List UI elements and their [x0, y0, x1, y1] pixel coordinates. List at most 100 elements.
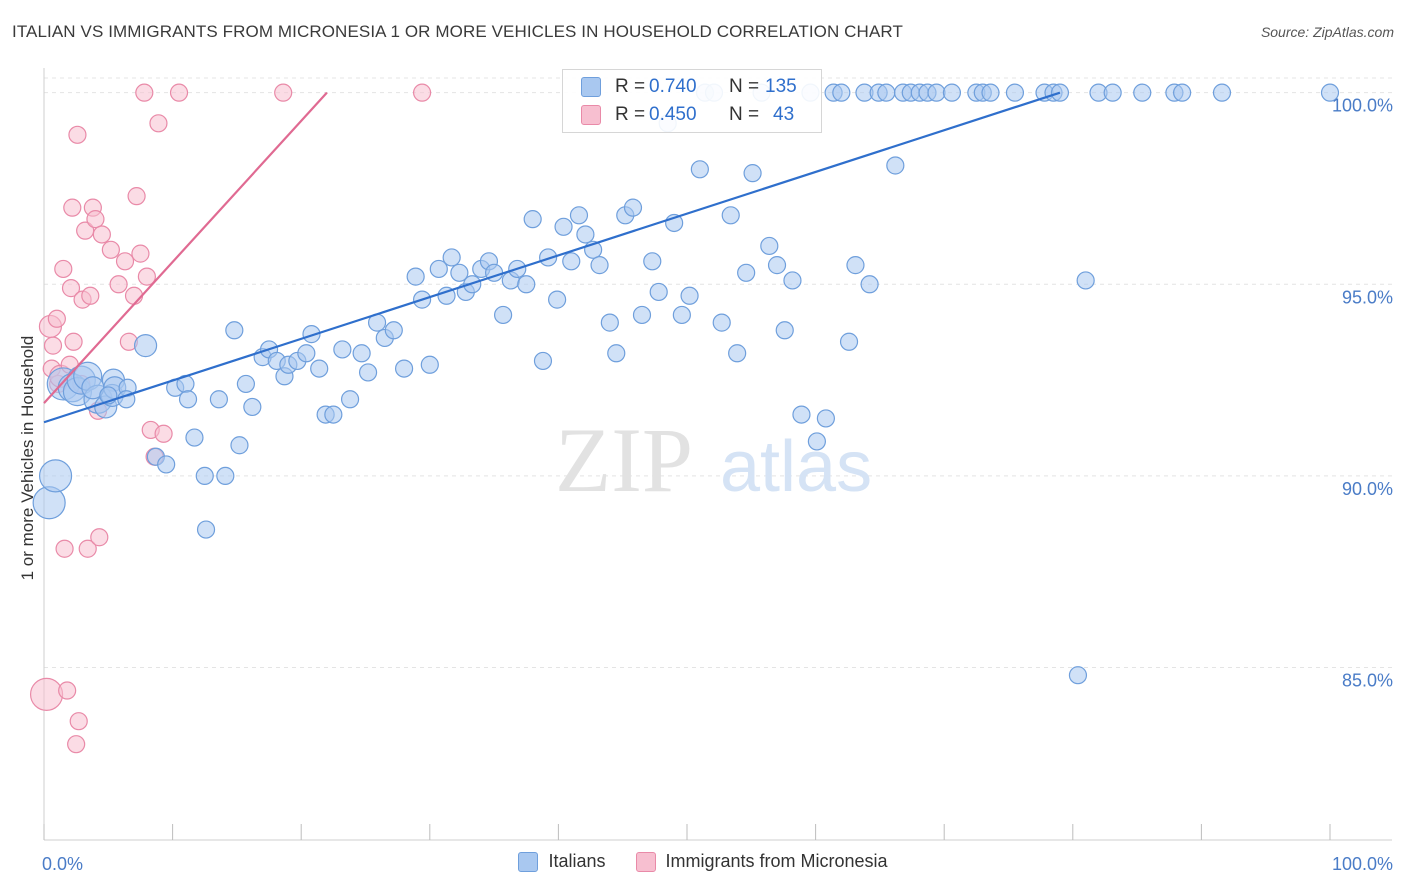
- italian-point: [523, 210, 542, 229]
- micronesia-point: [149, 114, 168, 133]
- italian-point: [384, 321, 403, 340]
- micronesia-point: [109, 275, 128, 294]
- italians-swatch: [581, 77, 601, 97]
- italian-point: [442, 248, 461, 267]
- italian-point: [554, 217, 573, 236]
- micronesia-point: [81, 286, 100, 305]
- italian-point: [533, 351, 553, 371]
- micronesia-point: [55, 539, 74, 558]
- micronesia-point: [29, 677, 64, 711]
- micronesia-points: [29, 83, 432, 754]
- italian-point: [760, 236, 779, 256]
- micronesia-r-label: R =: [615, 104, 646, 125]
- italian-point: [517, 275, 536, 294]
- italian-point: [600, 313, 619, 332]
- legend-italians-label: Italians: [548, 851, 606, 871]
- italian-point: [185, 428, 204, 447]
- italian-point: [429, 259, 448, 279]
- italian-point: [743, 164, 762, 183]
- italian-point: [576, 225, 595, 244]
- chart-title: ITALIAN VS IMMIGRANTS FROM MICRONESIA 1 …: [12, 22, 903, 41]
- italian-point: [816, 409, 835, 428]
- y-tick-label: 100.0%: [1332, 96, 1393, 116]
- micronesia-point: [131, 244, 150, 263]
- italian-point: [1005, 83, 1025, 102]
- italian-point: [839, 332, 859, 351]
- micronesia-point: [412, 83, 432, 102]
- italian-point: [1212, 83, 1232, 102]
- micronesia-point: [61, 279, 81, 298]
- italian-point: [942, 83, 962, 102]
- bottom-legend: Italians Immigrants from Micronesia: [0, 851, 1406, 872]
- micronesia-point: [54, 259, 73, 279]
- italians-n-label: N =: [729, 76, 760, 97]
- italian-point: [590, 256, 609, 275]
- italian-point: [209, 390, 228, 409]
- watermark: ZIP atlas: [555, 409, 872, 511]
- italian-point: [712, 313, 731, 332]
- italian-point: [406, 267, 425, 286]
- micronesia-point: [137, 267, 156, 286]
- micronesia-point: [58, 681, 77, 700]
- italian-point: [358, 363, 378, 382]
- micronesia-point: [64, 332, 83, 351]
- italian-point: [792, 405, 811, 424]
- italian-point: [157, 455, 176, 474]
- italian-point: [196, 520, 216, 539]
- italian-point: [539, 248, 558, 267]
- italian-point: [437, 286, 456, 305]
- italian-point: [1076, 271, 1095, 290]
- italian-point: [886, 156, 905, 175]
- trend-lines: [43, 91, 1061, 424]
- micronesia-point: [69, 712, 88, 731]
- micronesia-point: [78, 539, 97, 558]
- micronesia-point: [101, 240, 120, 259]
- italian-point: [562, 252, 581, 271]
- micronesia-point: [127, 187, 146, 206]
- italian-point: [225, 321, 244, 340]
- italian-point: [569, 206, 589, 225]
- italian-point: [243, 397, 262, 417]
- axes: [43, 68, 1392, 841]
- italian-point: [690, 160, 709, 179]
- italians-n-value: 135: [765, 76, 797, 97]
- legend-micronesia-swatch: [635, 851, 656, 872]
- italian-point: [927, 83, 946, 102]
- micronesia-point: [169, 83, 189, 102]
- micronesia-point: [154, 424, 173, 443]
- italian-point: [1173, 83, 1192, 102]
- italian-point: [721, 206, 740, 225]
- italian-point: [1103, 83, 1122, 102]
- watermark-zip: ZIP: [555, 409, 693, 511]
- micronesia-point: [274, 83, 293, 102]
- y-tick-label: 85.0%: [1342, 671, 1393, 691]
- tick-labels: 85.0% 90.0% 95.0% 100.0% 0.0% 100.0%: [42, 96, 1393, 874]
- x-tick-label-end: 100.0%: [1332, 854, 1393, 874]
- y-tick-label: 95.0%: [1342, 287, 1393, 307]
- y-axis-label: 1 or more Vehicles in Household: [18, 336, 37, 581]
- grid-lines: [44, 77, 1392, 669]
- italian-point: [216, 466, 235, 486]
- italian-point: [494, 305, 513, 325]
- legend-micronesia[interactable]: Immigrants from Micronesia: [635, 851, 888, 872]
- italian-point: [623, 198, 643, 217]
- legend-italians[interactable]: Italians: [518, 851, 606, 872]
- italian-point: [672, 305, 691, 325]
- italian-point: [783, 271, 802, 290]
- italian-point: [607, 344, 626, 363]
- micronesia-point: [86, 210, 105, 229]
- italian-point: [680, 286, 699, 305]
- watermark-atlas: atlas: [720, 427, 872, 507]
- italian-point: [877, 83, 896, 102]
- italian-point: [340, 390, 360, 409]
- italian-point: [1320, 83, 1340, 102]
- italian-point: [230, 436, 249, 455]
- italian-point: [643, 252, 662, 271]
- italian-point: [178, 390, 198, 409]
- italians-trend-line: [43, 91, 1061, 424]
- italian-point: [420, 355, 439, 374]
- micronesia-point: [43, 336, 63, 355]
- micronesia-swatch: [581, 105, 601, 125]
- micronesia-point: [67, 735, 86, 754]
